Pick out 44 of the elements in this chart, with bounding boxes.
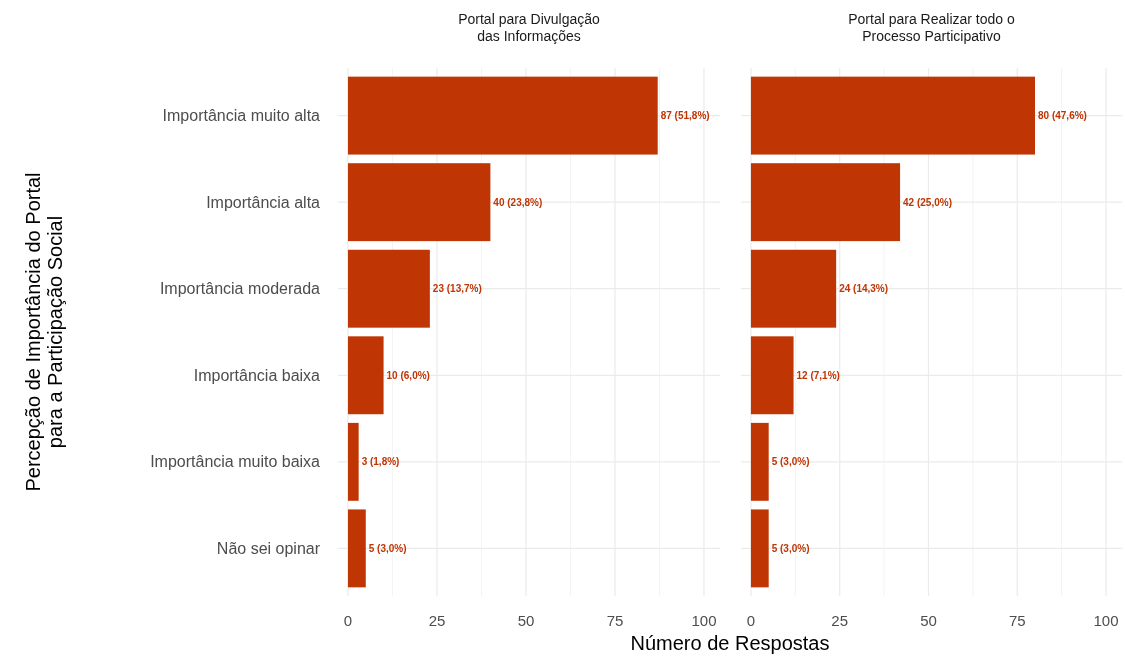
data-label: 12 (7,1%)	[796, 369, 840, 381]
data-label: 23 (13,7%)	[432, 283, 482, 295]
y-tick-label: Importância baixa	[193, 366, 321, 384]
bar	[347, 509, 366, 588]
bar	[750, 163, 901, 242]
y-tick-label: Importância moderada	[159, 280, 321, 298]
x-tick-label: 100	[691, 612, 717, 629]
x-tick-label: 50	[517, 612, 535, 629]
y-tick-label: Importância muito baixa	[150, 453, 321, 471]
data-label: 5 (3,0%)	[771, 542, 810, 554]
chart-title: Portal para Realizar todo o Processo Participativo	[848, 11, 1015, 44]
x-tick-label: 75	[1008, 612, 1026, 629]
bar	[347, 422, 359, 501]
x-tick-label: 75	[606, 612, 624, 629]
x-axis-title: Número de Respostas	[630, 632, 830, 654]
bar	[750, 76, 1036, 155]
y-tick-label: Importância muito alta	[162, 107, 321, 125]
data-label: 5 (3,0%)	[368, 542, 407, 554]
bar	[750, 336, 794, 415]
y-tick-label: Importância alta	[206, 193, 321, 211]
x-tick-label: 0	[343, 612, 353, 629]
x-tick-label: 0	[746, 612, 756, 629]
bar	[347, 249, 430, 328]
bar	[347, 336, 384, 415]
bar	[750, 509, 769, 588]
y-tick-label: Não sei opinar	[216, 539, 321, 557]
bar	[347, 163, 491, 242]
y-axis-title: Percepção de Importância do Portal para a Participação Social	[22, 172, 66, 492]
data-label: 80 (47,6%)	[1038, 110, 1087, 122]
x-tick-label: 50	[920, 612, 937, 629]
data-label: 5 (3,0%)	[771, 456, 810, 468]
bar	[750, 422, 769, 501]
data-label: 42 (25,0%)	[903, 196, 952, 208]
data-label: 24 (14,3%)	[839, 283, 889, 295]
bar	[750, 249, 837, 328]
data-label: 40 (23,8%)	[493, 196, 543, 208]
x-tick-label: 100	[1093, 612, 1119, 629]
bar	[347, 76, 658, 155]
x-tick-label: 25	[428, 612, 446, 629]
x-tick-label: 25	[831, 612, 849, 629]
data-label: 87 (51,8%)	[660, 110, 710, 122]
data-label: 10 (6,0%)	[386, 369, 430, 381]
chart-title: Portal para Divulgação das Informações	[458, 11, 601, 44]
data-label: 3 (1,8%)	[361, 456, 400, 468]
